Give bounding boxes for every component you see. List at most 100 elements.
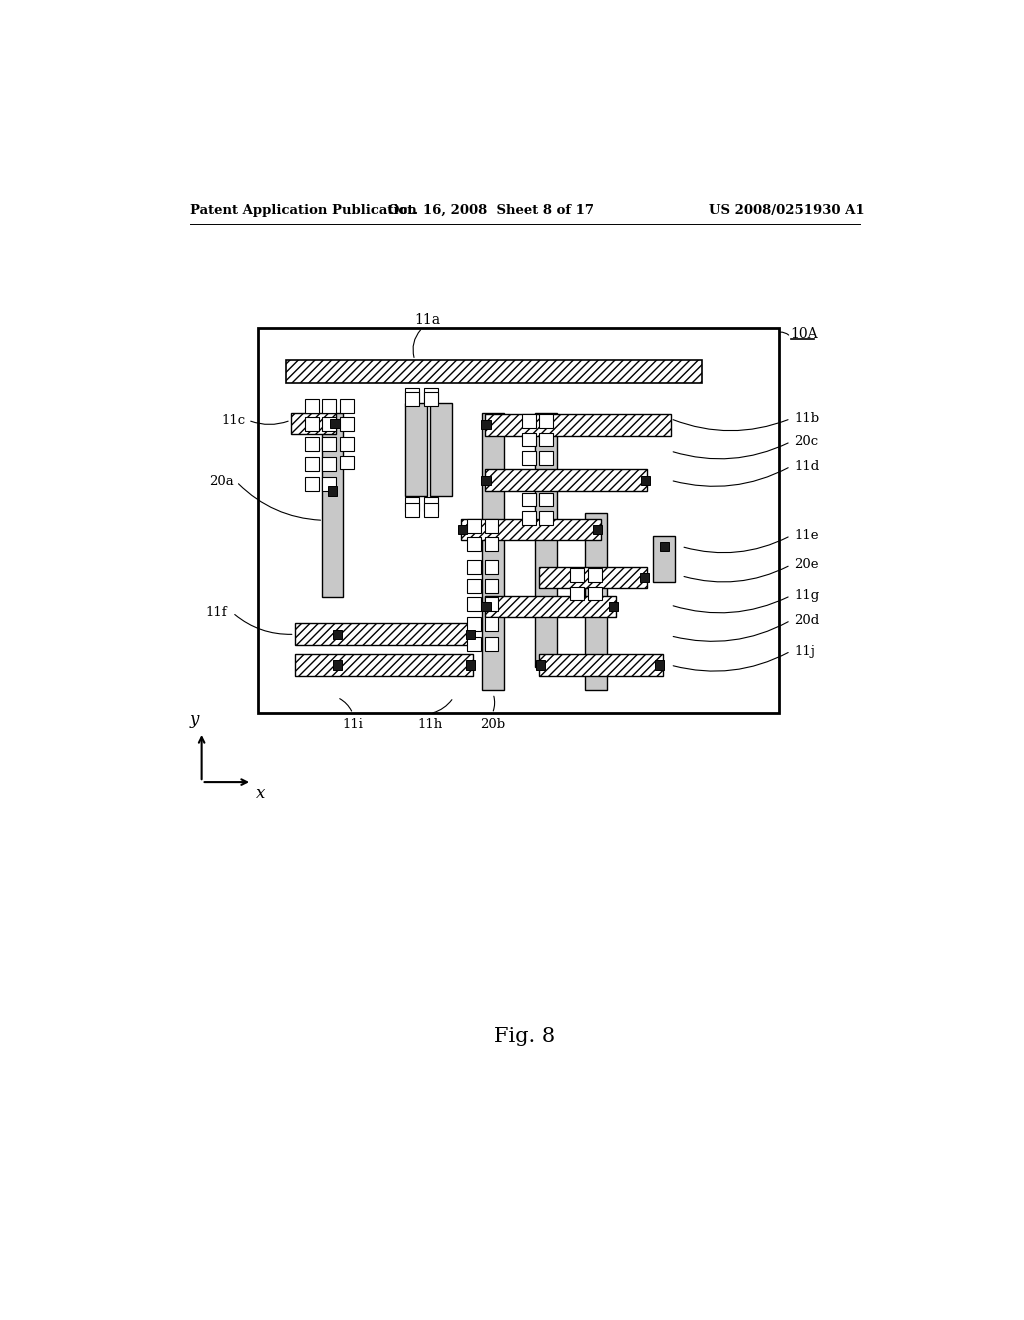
Bar (484, 537, 499, 552)
Bar (588, 568, 601, 582)
Bar (333, 630, 342, 639)
Bar (466, 660, 475, 669)
Bar (467, 537, 481, 552)
Bar (655, 660, 665, 669)
Text: x: x (256, 785, 265, 803)
Text: Patent Application Publication: Patent Application Publication (190, 205, 417, 218)
Bar (484, 578, 499, 593)
Bar (539, 511, 553, 525)
Bar (484, 560, 499, 574)
Bar (466, 630, 475, 639)
Bar (484, 595, 616, 618)
Text: 11f: 11f (206, 606, 227, 619)
Bar (424, 503, 438, 517)
Bar (406, 388, 420, 401)
FancyArrowPatch shape (251, 421, 288, 425)
FancyArrowPatch shape (780, 333, 788, 335)
Bar (406, 498, 420, 511)
FancyArrowPatch shape (413, 330, 421, 358)
Text: 11d: 11d (795, 459, 820, 473)
Bar (467, 578, 481, 593)
Bar (521, 511, 536, 525)
Text: 11a: 11a (415, 313, 441, 327)
Bar (640, 573, 649, 582)
Bar (424, 498, 438, 511)
FancyArrowPatch shape (239, 483, 321, 520)
Text: 20e: 20e (795, 558, 819, 572)
Text: 11e: 11e (795, 529, 819, 543)
Bar (333, 660, 342, 669)
Bar (539, 433, 553, 446)
Bar (539, 492, 553, 507)
Bar (521, 414, 536, 428)
Text: 11j: 11j (795, 644, 815, 657)
Bar (305, 399, 318, 412)
FancyArrowPatch shape (673, 467, 788, 486)
Bar (286, 360, 701, 383)
Bar (521, 451, 536, 465)
Bar (406, 503, 420, 517)
Bar (322, 399, 336, 412)
Bar (481, 602, 490, 611)
FancyArrowPatch shape (673, 622, 788, 642)
Text: y: y (189, 711, 199, 729)
FancyArrowPatch shape (673, 420, 788, 430)
Bar (659, 543, 669, 552)
Text: US 2008/0251930 A1: US 2008/0251930 A1 (709, 205, 864, 218)
Bar (586, 512, 607, 689)
Bar (539, 655, 663, 676)
Bar (424, 388, 438, 401)
Bar (569, 586, 584, 601)
Bar (484, 414, 671, 436)
Text: 20d: 20d (795, 614, 820, 627)
Bar (593, 525, 602, 535)
Bar (481, 475, 490, 484)
Bar (305, 417, 318, 430)
Bar (322, 417, 336, 430)
Bar (322, 457, 336, 471)
Bar (340, 417, 354, 430)
Bar (291, 413, 336, 434)
FancyArrowPatch shape (673, 652, 788, 671)
Bar (482, 412, 504, 689)
Bar (539, 451, 553, 465)
Bar (484, 470, 647, 491)
Bar (521, 433, 536, 446)
Bar (340, 437, 354, 451)
Text: 11c: 11c (221, 413, 245, 426)
Bar (467, 638, 481, 651)
Bar (328, 487, 337, 496)
Bar (539, 414, 553, 428)
Bar (484, 597, 499, 611)
Text: 11b: 11b (795, 412, 819, 425)
Text: 11h: 11h (418, 718, 442, 731)
Bar (641, 475, 650, 484)
Bar (340, 399, 354, 412)
Text: 10A: 10A (791, 327, 818, 341)
FancyArrowPatch shape (673, 597, 788, 612)
Bar (322, 413, 343, 598)
Bar (467, 519, 481, 533)
Bar (461, 519, 601, 540)
FancyArrowPatch shape (673, 444, 788, 459)
Bar (467, 618, 481, 631)
Bar (305, 478, 318, 491)
Bar (322, 478, 336, 491)
Text: 20b: 20b (479, 718, 505, 731)
Bar (481, 420, 490, 429)
Text: 11g: 11g (795, 589, 820, 602)
FancyArrowPatch shape (494, 696, 495, 711)
Text: 11i: 11i (342, 718, 364, 731)
FancyArrowPatch shape (684, 537, 788, 553)
Bar (406, 404, 427, 496)
Bar (484, 519, 499, 533)
Bar (406, 392, 420, 407)
Text: Oct. 16, 2008  Sheet 8 of 17: Oct. 16, 2008 Sheet 8 of 17 (388, 205, 594, 218)
Bar (521, 492, 536, 507)
Bar (424, 392, 438, 407)
Bar (467, 597, 481, 611)
Text: 20a: 20a (209, 475, 234, 488)
Bar (305, 437, 318, 451)
Bar (305, 457, 318, 471)
Bar (484, 638, 499, 651)
